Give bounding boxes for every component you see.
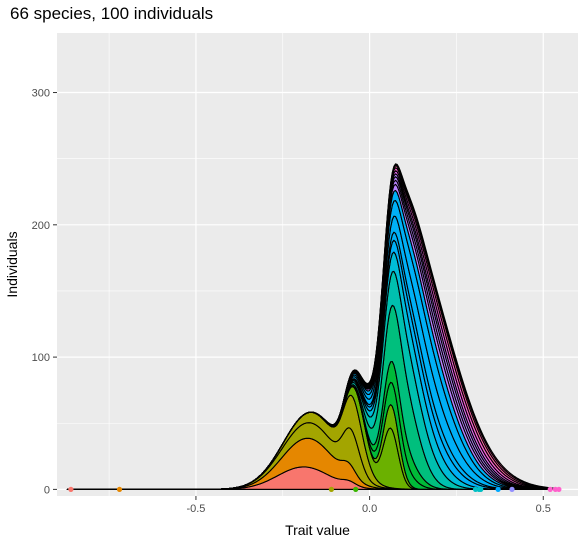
y-tick-label: 300 xyxy=(32,88,50,100)
x-axis-title: Trait value xyxy=(285,522,350,538)
chart-title: 66 species, 100 individuals xyxy=(10,4,214,23)
x-tick-label: -0.5 xyxy=(186,503,205,515)
peak-point-1 xyxy=(68,486,74,492)
y-tick-label: 200 xyxy=(32,220,50,232)
peak-point-8 xyxy=(495,486,501,492)
y-axis-title: Individuals xyxy=(4,231,20,297)
peak-point-12 xyxy=(556,486,562,492)
x-tick-label: 0.5 xyxy=(536,503,551,515)
peak-point-4 xyxy=(353,486,359,492)
peak-point-7 xyxy=(478,486,484,492)
y-tick-label: 0 xyxy=(44,484,50,496)
peak-point-10 xyxy=(547,486,553,492)
peak-points xyxy=(68,486,562,492)
peak-point-9 xyxy=(509,486,515,492)
peak-point-3 xyxy=(328,486,334,492)
y-tick-label: 100 xyxy=(32,352,50,364)
x-tick-label: 0.0 xyxy=(362,503,377,515)
peak-point-2 xyxy=(116,486,123,492)
